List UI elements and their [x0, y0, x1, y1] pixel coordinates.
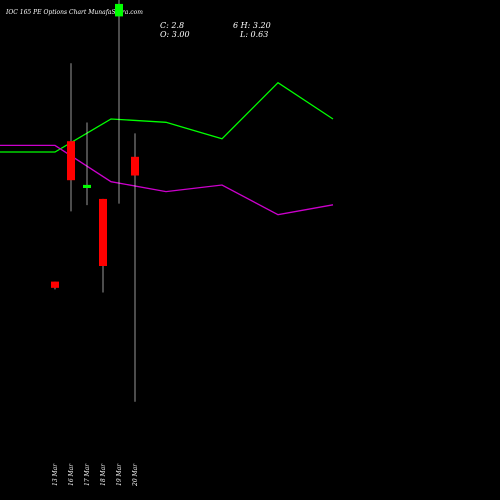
low-value: L: 0.63 — [240, 30, 269, 39]
x-tick-label: 20 Mar — [132, 463, 139, 487]
chart-title: IOC 165 PE Options Chart MunafaSutra.com — [6, 9, 143, 16]
x-tick-label: 13 Mar — [52, 463, 59, 486]
x-tick-label: 19 Mar — [116, 463, 123, 486]
high-value: 6 H: 3.20 — [233, 21, 271, 30]
candle-body — [51, 281, 59, 288]
candle-body — [131, 156, 139, 176]
candle-body — [83, 184, 91, 188]
indicator-line-1 — [0, 81, 334, 153]
open-value: O: 3.00 — [160, 30, 190, 39]
indicator-line-2 — [0, 144, 334, 216]
x-tick-label: 17 Mar — [84, 463, 91, 486]
candle-body — [115, 3, 123, 17]
candle-body — [99, 198, 107, 266]
x-tick-label: 18 Mar — [100, 463, 107, 486]
x-tick-label: 16 Mar — [68, 463, 75, 486]
close-value: C: 2.8 — [160, 21, 185, 30]
candle-body — [67, 141, 75, 181]
